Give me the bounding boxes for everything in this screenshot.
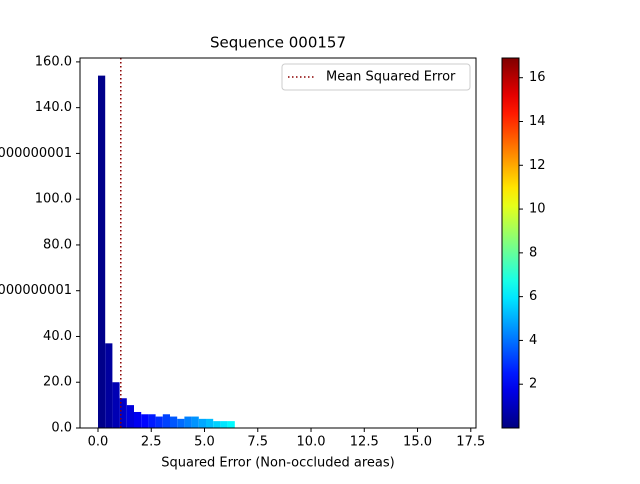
bar — [148, 414, 156, 428]
y-tick-label: 140.0 — [35, 100, 72, 115]
x-tick-label: 7.5 — [247, 435, 268, 450]
bar — [177, 418, 185, 428]
y-tick-label: 20.0 — [43, 375, 72, 390]
bar — [184, 416, 192, 428]
colorbar-tick-label: 12 — [529, 158, 546, 173]
x-tick-label: 17.5 — [456, 435, 485, 450]
x-tick-label: 0.0 — [88, 435, 109, 450]
bar — [191, 416, 199, 428]
bar — [119, 398, 127, 428]
bar — [213, 421, 221, 428]
bar — [126, 405, 134, 428]
bar — [112, 382, 120, 428]
colorbar — [501, 57, 520, 429]
y-tick-label: 80.0 — [43, 237, 72, 252]
legend-box — [281, 63, 471, 91]
legend-label: Mean Squared Error — [326, 70, 456, 85]
colorbar-tick-label: 10 — [529, 202, 546, 217]
bar — [220, 421, 228, 428]
bar — [141, 414, 149, 428]
bar — [198, 418, 206, 428]
chart-title: Sequence 000157 — [210, 34, 346, 52]
colorbar-tick-label: 8 — [529, 245, 537, 260]
bar — [170, 416, 178, 428]
bar — [98, 75, 106, 428]
plot-frame — [79, 57, 477, 429]
y-tick-label: 40.0 — [43, 329, 72, 344]
x-tick-label: 2.5 — [141, 435, 162, 450]
bar — [206, 418, 214, 428]
bar — [227, 421, 235, 428]
colorbar-tick-label: 6 — [529, 289, 537, 304]
bar — [134, 411, 142, 428]
colorbar-tick-label: 2 — [529, 377, 537, 392]
bar — [155, 416, 163, 428]
colorbar-tick-label: 14 — [529, 114, 546, 129]
y-tick-label: 120.00000000000001 — [0, 146, 72, 161]
x-axis-label: Squared Error (Non-occluded areas) — [161, 456, 394, 471]
colorbar-tick-label: 16 — [529, 70, 546, 85]
y-tick-label: 100.0 — [35, 192, 72, 207]
y-tick-label: 0.0 — [51, 421, 72, 436]
y-tick-label: 160.0 — [35, 54, 72, 69]
x-tick-label: 12.5 — [350, 435, 379, 450]
y-tick-label: 60.00000000000001 — [0, 283, 72, 298]
x-tick-label: 10.0 — [297, 435, 326, 450]
bar — [162, 414, 170, 428]
bar — [105, 343, 113, 428]
x-tick-label: 15.0 — [403, 435, 432, 450]
x-tick-label: 5.0 — [194, 435, 215, 450]
colorbar-tick-label: 4 — [529, 333, 537, 348]
